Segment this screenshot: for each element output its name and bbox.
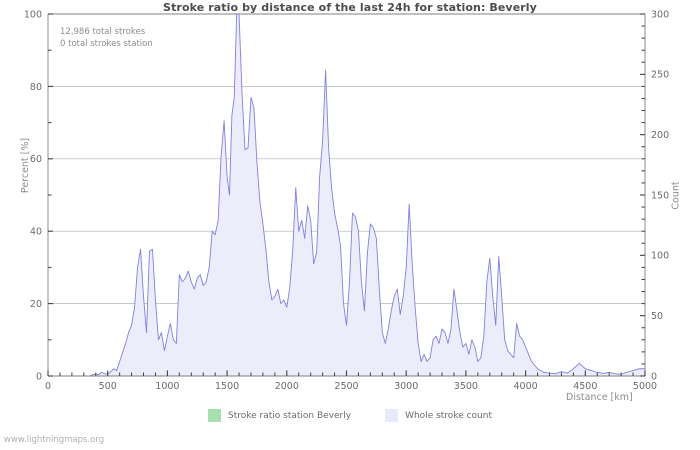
tick-label: 3500 — [454, 381, 478, 392]
legend-label: Whole stroke count — [405, 410, 492, 421]
tick-label: 40 — [30, 227, 42, 238]
tick-label: 0 — [651, 371, 657, 382]
tick-label: 50 — [651, 311, 663, 322]
y-axis-right-label: Count — [670, 181, 682, 210]
tick-label: 200 — [651, 130, 669, 141]
tick-label: 4000 — [514, 381, 538, 392]
tick-label: 250 — [651, 70, 669, 81]
chart-title: Stroke ratio by distance of the last 24h… — [163, 1, 537, 14]
tick-label: 20 — [30, 299, 42, 310]
tick-label: 2500 — [334, 381, 358, 392]
tick-label: 150 — [651, 190, 669, 201]
tick-label: 500 — [99, 381, 117, 392]
tick-label: 4500 — [573, 381, 597, 392]
tick-label: 60 — [30, 154, 42, 165]
annotation-total-strokes: 12,986 total strokes — [60, 27, 146, 37]
y-axis-left-label: Percent [%] — [20, 137, 32, 194]
tick-label: 0 — [45, 381, 51, 392]
tick-label: 2000 — [275, 381, 299, 392]
legend-swatch-icon — [207, 409, 221, 422]
legend-item[interactable]: Stroke ratio station Beverly — [207, 409, 352, 422]
tick-label: 1500 — [215, 381, 239, 392]
footer-watermark: www.lightningmaps.org — [4, 435, 105, 445]
legend-item[interactable]: Whole stroke count — [385, 409, 492, 422]
tick-label: 300 — [651, 9, 669, 20]
annotation-total-strokes-station: 0 total strokes station — [60, 38, 153, 49]
chart-legend: Stroke ratio station Beverly Whole stroke… — [0, 409, 700, 422]
tick-label: 100 — [651, 251, 669, 262]
tick-label: 100 — [24, 9, 42, 20]
tick-label: 5000 — [633, 381, 657, 392]
tick-label: 3000 — [394, 381, 418, 392]
x-axis-label: Distance [km] — [566, 392, 633, 403]
chart-annotation: 12,986 total strokes 0 total strokes sta… — [60, 27, 153, 50]
legend-swatch-icon — [385, 409, 399, 422]
legend-label: Stroke ratio station Beverly — [227, 410, 352, 421]
series-line-whole-stroke-count — [48, 13, 645, 377]
series-area-whole-stroke-count — [48, 14, 645, 376]
tick-label: 0 — [36, 371, 42, 382]
tick-label: 80 — [30, 82, 42, 93]
tick-label: 1000 — [155, 381, 179, 392]
